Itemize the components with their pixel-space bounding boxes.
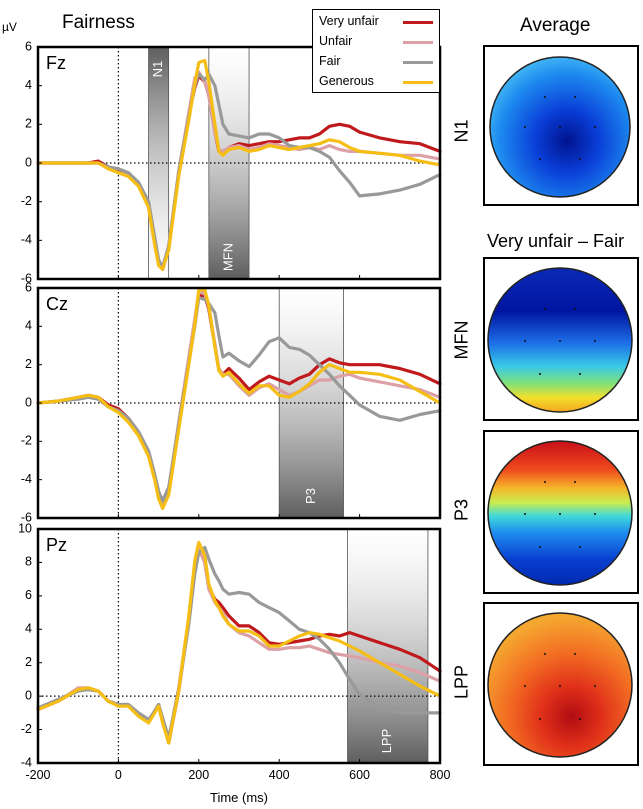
topomap-lpp bbox=[483, 602, 639, 766]
x-tick-label: 400 bbox=[269, 768, 290, 782]
time-window-label: N1 bbox=[150, 61, 165, 78]
topomap-mfn-image bbox=[487, 267, 633, 413]
topomap-p3 bbox=[483, 430, 639, 594]
y-unit-label: µV bbox=[2, 20, 17, 34]
topomap-lpp-image bbox=[487, 612, 633, 758]
y-tick-label: -2 bbox=[21, 194, 32, 208]
y-tick-label: 2 bbox=[25, 357, 32, 371]
y-tick-label: 4 bbox=[25, 622, 32, 636]
legend-label: Fair bbox=[319, 54, 341, 68]
y-tick-label: 10 bbox=[18, 521, 32, 535]
y-tick-label: 4 bbox=[25, 78, 32, 92]
legend-swatch bbox=[403, 41, 433, 44]
series-line-fair bbox=[36, 545, 442, 740]
topomap-label: P3 bbox=[451, 498, 472, 522]
maps-title-average: Average bbox=[520, 15, 591, 36]
time-window-label: P3 bbox=[303, 488, 318, 504]
series-line-fair bbox=[36, 72, 442, 269]
topomap-p3-image bbox=[487, 440, 633, 586]
x-tick-label: 600 bbox=[349, 768, 370, 782]
legend-label: Unfair bbox=[319, 34, 353, 48]
legend-label: Generous bbox=[319, 74, 374, 88]
topomap-mfn bbox=[483, 257, 639, 421]
x-axis-label: Time (ms) bbox=[210, 790, 268, 805]
legend-swatch bbox=[403, 61, 433, 64]
y-tick-label: 2 bbox=[25, 655, 32, 669]
y-tick-label: 2 bbox=[25, 117, 32, 131]
y-tick-label: 0 bbox=[25, 155, 32, 169]
y-tick-label: 6 bbox=[25, 588, 32, 602]
maps-title-difference: Very unfair – Fair bbox=[487, 231, 625, 251]
y-tick-label: 6 bbox=[25, 39, 32, 53]
y-tick-label: 8 bbox=[25, 555, 32, 569]
topomap-label: LPP bbox=[451, 664, 472, 700]
topomap-n1 bbox=[483, 45, 639, 206]
y-tick-label: -4 bbox=[21, 472, 32, 486]
electrode-label: Cz bbox=[46, 294, 68, 314]
y-tick-label: -4 bbox=[21, 755, 32, 769]
figure-title: Fairness bbox=[62, 12, 135, 33]
topomap-n1-image bbox=[489, 56, 631, 198]
y-tick-label: 0 bbox=[25, 395, 32, 409]
legend-swatch bbox=[403, 21, 433, 24]
legend-swatch bbox=[403, 81, 433, 84]
x-tick-label: 800 bbox=[430, 768, 451, 782]
y-tick-label: -2 bbox=[21, 434, 32, 448]
y-tick-label: -6 bbox=[21, 510, 32, 524]
topomap-label: N1 bbox=[451, 119, 472, 143]
y-tick-label: -4 bbox=[21, 233, 32, 247]
y-tick-label: -6 bbox=[21, 271, 32, 285]
panel-frame bbox=[36, 527, 442, 765]
electrode-label: Pz bbox=[46, 535, 67, 555]
legend-item-generous: Generous bbox=[319, 74, 437, 90]
time-window-label: MFN bbox=[220, 243, 235, 271]
legend-item-fair: Fair bbox=[319, 54, 437, 70]
x-tick-label: -200 bbox=[25, 768, 50, 782]
x-tick-label: 0 bbox=[115, 768, 122, 782]
series-line-generous bbox=[36, 58, 442, 271]
legend-label: Very unfair bbox=[319, 14, 379, 28]
series-line-generous bbox=[36, 540, 442, 745]
time-window-label: LPP bbox=[379, 729, 394, 754]
y-tick-label: 6 bbox=[25, 280, 32, 294]
legend-item-very-unfair: Very unfair bbox=[319, 14, 437, 30]
electrode-label: Fz bbox=[46, 53, 66, 73]
y-tick-label: -2 bbox=[21, 722, 32, 736]
x-tick-label: 200 bbox=[188, 768, 209, 782]
y-tick-label: 4 bbox=[25, 319, 32, 333]
y-tick-label: 0 bbox=[25, 688, 32, 702]
topomap-label: MFN bbox=[451, 320, 472, 360]
legend: Very unfair Unfair Fair Generous bbox=[312, 9, 440, 93]
legend-item-unfair: Unfair bbox=[319, 34, 437, 50]
series-line-generous bbox=[36, 288, 442, 510]
series-line-fair bbox=[36, 296, 442, 503]
